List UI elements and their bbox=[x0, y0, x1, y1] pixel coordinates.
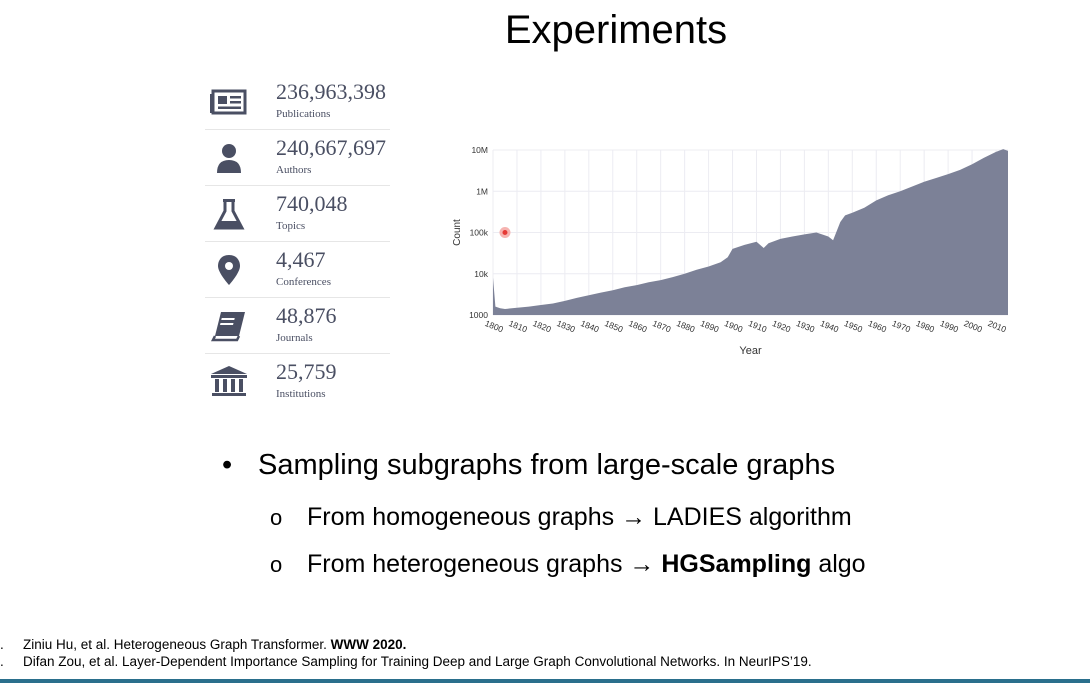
x-tick-label: 1980 bbox=[915, 318, 937, 334]
bottom-accent-line bbox=[0, 679, 1090, 683]
cursor-marker bbox=[499, 227, 511, 238]
stat-value: 25,759 bbox=[276, 359, 337, 384]
x-tick-label: 1990 bbox=[939, 318, 961, 334]
publications-per-year-chart: 1000 10k 100k 1M 10M 1800 1810 1820 1830 1840 185… bbox=[448, 135, 1028, 365]
x-tick-label: 1830 bbox=[555, 318, 577, 334]
x-tick-label: 1940 bbox=[819, 318, 841, 334]
area-series bbox=[493, 149, 1008, 315]
x-tick-label: 1960 bbox=[867, 318, 889, 334]
x-axis-label: Year bbox=[739, 345, 762, 357]
stat-value: 240,667,697 bbox=[276, 135, 386, 160]
x-tick-label: 2000 bbox=[963, 318, 985, 334]
x-tick-label: 1970 bbox=[891, 318, 913, 334]
x-tick-label: 1910 bbox=[747, 318, 769, 334]
stat-label: Topics bbox=[276, 220, 306, 232]
x-tick-label: 1840 bbox=[579, 318, 601, 334]
bullet-sub-2-suffix: algo bbox=[811, 550, 866, 578]
x-tick-label: 1930 bbox=[795, 318, 817, 334]
x-tick-label: 1880 bbox=[675, 318, 697, 334]
bullet-main-text: Sampling subgraphs from large-scale grap… bbox=[258, 449, 836, 481]
bullet-main: • Sampling subgraphs from large-scale gra… bbox=[222, 449, 835, 482]
reference-marker: . bbox=[0, 654, 4, 669]
chart-svg: 1000 10k 100k 1M 10M 1800 1810 1820 1830 1840 185… bbox=[452, 145, 1008, 357]
x-tick-label: 2010 bbox=[987, 318, 1009, 334]
newspaper-icon bbox=[210, 89, 247, 115]
x-tick-label: 1810 bbox=[507, 318, 529, 334]
stat-journals: 48,876 Journals bbox=[205, 298, 390, 354]
bullet-sub-2-bold: HGSampling bbox=[661, 550, 812, 578]
stat-value: 48,876 bbox=[276, 303, 337, 328]
person-icon bbox=[217, 144, 241, 173]
x-tick-label: 1900 bbox=[723, 318, 745, 334]
x-tick-label: 1850 bbox=[603, 318, 625, 334]
stat-label: Institutions bbox=[276, 388, 326, 400]
bullet-sub-2: o From heterogeneous graphs → HGSampling … bbox=[270, 550, 866, 579]
y-axis-label: Count bbox=[452, 219, 463, 246]
x-tick-label: 1890 bbox=[699, 318, 721, 334]
x-tick-label: 1870 bbox=[651, 318, 673, 334]
x-tick-label: 1860 bbox=[627, 318, 649, 334]
stats-panel: 236,963,398 Publications 240,667,697 Aut… bbox=[205, 74, 390, 409]
reference-body: Difan Zou, et al. Layer-Dependent Import… bbox=[23, 654, 812, 669]
stat-value: 4,467 bbox=[276, 247, 326, 272]
x-tick-label: 1950 bbox=[843, 318, 865, 334]
stat-topics: 740,048 Topics bbox=[205, 186, 390, 242]
stat-label: Publications bbox=[276, 108, 331, 120]
reference-text: Difan Zou, et al. Layer-Dependent Import… bbox=[23, 654, 812, 669]
book-icon bbox=[210, 312, 245, 342]
reference-body: Ziniu Hu, et al. Heterogeneous Graph Tra… bbox=[23, 637, 331, 652]
sub-bullet-circle: o bbox=[270, 552, 283, 577]
stat-value: 236,963,398 bbox=[276, 79, 386, 104]
sub-bullet-circle: o bbox=[270, 505, 283, 530]
x-tick-labels: 1800 1810 1820 1830 1840 1850 1860 1870 1880 1890… bbox=[483, 318, 1008, 334]
y-tick-label: 10k bbox=[474, 269, 488, 279]
bullet-sub-2-prefix: From heterogeneous graphs → bbox=[307, 550, 662, 578]
y-tick-labels: 1000 10k 100k 1M 10M bbox=[469, 145, 489, 320]
bullet-sub-1: o From homogeneous graphs → LADIES algori… bbox=[270, 503, 852, 532]
flask-icon bbox=[213, 199, 245, 230]
x-tick-label: 1800 bbox=[483, 318, 505, 334]
y-tick-label: 100k bbox=[470, 228, 489, 238]
map-pin-icon bbox=[218, 255, 240, 285]
stat-conferences: 4,467 Conferences bbox=[205, 242, 390, 298]
bullet-dot: • bbox=[222, 449, 233, 481]
y-tick-label: 1000 bbox=[469, 310, 488, 320]
reference-marker: . bbox=[0, 637, 4, 652]
x-tick-label: 1920 bbox=[771, 318, 793, 334]
reference-text: Ziniu Hu, et al. Heterogeneous Graph Tra… bbox=[23, 637, 406, 652]
bullet-sub-1-text: From homogeneous graphs → LADIES algorit… bbox=[307, 503, 852, 531]
stat-label: Journals bbox=[276, 332, 313, 344]
y-tick-label: 1M bbox=[476, 186, 488, 196]
stat-label: Authors bbox=[276, 164, 312, 176]
stat-authors: 240,667,697 Authors bbox=[205, 130, 390, 186]
slide-title: Experiments bbox=[504, 8, 728, 52]
stat-publications: 236,963,398 Publications bbox=[205, 74, 390, 130]
stat-institutions: 25,759 Institutions bbox=[205, 354, 390, 409]
x-tick-label: 1820 bbox=[531, 318, 553, 334]
stat-value: 740,048 bbox=[276, 191, 348, 216]
institution-icon bbox=[211, 366, 247, 396]
reference-venue: WWW 2020. bbox=[330, 637, 407, 652]
stat-label: Conferences bbox=[276, 276, 331, 288]
y-tick-label: 10M bbox=[471, 145, 488, 155]
